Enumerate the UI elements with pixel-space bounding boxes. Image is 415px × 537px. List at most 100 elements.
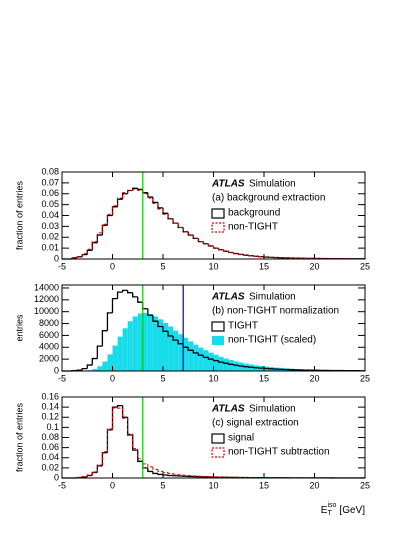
y-tick-label: 0.04 — [41, 452, 59, 462]
histogram-step — [106, 214, 113, 226]
histogram-step — [111, 297, 118, 313]
histogram-bar — [97, 366, 103, 371]
histogram-step — [81, 475, 88, 478]
x-label-sub: T — [327, 510, 332, 517]
histogram-step — [106, 428, 113, 452]
histogram-step — [101, 223, 108, 233]
legend-label: non-TIGHT — [228, 222, 278, 233]
histogram-step — [248, 366, 254, 368]
histogram-step — [86, 474, 93, 477]
x-tick-label: 25 — [360, 261, 370, 271]
histogram-bar — [173, 330, 179, 371]
legend-label: signal — [228, 433, 254, 444]
y-tick-label: 0.06 — [41, 442, 59, 452]
histogram-step — [96, 345, 103, 359]
histogram-bar — [203, 350, 209, 371]
histogram-step — [212, 359, 219, 362]
histogram-step — [182, 227, 189, 233]
y-tick-label: 0 — [54, 365, 59, 375]
y-tick-label: 0.05 — [41, 199, 59, 209]
histogram-step — [177, 223, 184, 228]
histogram-step — [157, 321, 163, 328]
histogram-step — [228, 251, 234, 253]
histogram-step — [111, 206, 118, 216]
legend-swatch — [211, 447, 225, 458]
histogram-step — [127, 189, 133, 193]
legend-swatch — [211, 222, 225, 233]
histogram-step — [86, 248, 93, 254]
histogram-step — [101, 451, 108, 465]
x-tick-label: 5 — [160, 261, 165, 271]
histogram-step — [192, 350, 199, 354]
x-tick-label: 15 — [259, 373, 269, 383]
y-tick-label: 0.06 — [41, 188, 59, 198]
y-axis-label: fraction of entries — [14, 402, 24, 472]
histogram-step — [91, 242, 98, 251]
histogram-step — [127, 417, 133, 436]
panel: -5 0 5 10 15 20 2500.020.040.060.080.10.120.14… — [14, 391, 370, 516]
histogram-bar — [152, 316, 158, 371]
histogram-step — [137, 448, 143, 460]
histogram-step — [127, 418, 133, 435]
histogram-bar — [112, 345, 118, 371]
histogram-step — [96, 464, 103, 472]
histogram-step — [157, 203, 163, 210]
histogram-step — [172, 218, 179, 224]
y-tick-label: 0.12 — [41, 412, 59, 422]
y-axis-label: entries — [14, 314, 24, 342]
histogram-step — [116, 404, 123, 408]
y-tick-label: 0.04 — [41, 210, 59, 220]
legend-label: background — [228, 208, 280, 219]
histogram-step — [106, 429, 113, 453]
histogram-bar — [208, 352, 214, 371]
histogram-step — [101, 330, 108, 347]
histogram-step — [172, 336, 179, 341]
histogram-bar — [233, 361, 239, 371]
histogram-bar — [178, 334, 184, 371]
histogram-step — [177, 340, 184, 345]
histogram-bar — [238, 362, 244, 371]
x-tick-label: 10 — [208, 480, 218, 490]
histogram-step — [233, 364, 239, 366]
histogram-bar — [188, 341, 194, 371]
panel-subtitle: (a) background extraction — [212, 193, 325, 204]
histogram-step — [222, 362, 229, 364]
histogram-bar — [147, 314, 153, 371]
histogram-step — [121, 193, 128, 200]
y-tick-label: 0.16 — [41, 391, 59, 401]
histogram-bar — [213, 354, 219, 371]
histogram-step — [81, 367, 88, 371]
histogram-step — [147, 308, 153, 316]
histogram-step — [233, 252, 239, 255]
histogram-step — [202, 241, 209, 245]
histogram-step — [157, 473, 163, 476]
histogram-bar — [127, 321, 133, 371]
x-tick-label: 20 — [309, 261, 319, 271]
y-tick-label: 8000 — [39, 318, 59, 328]
histogram-step — [142, 189, 148, 194]
histogram-step — [137, 189, 143, 191]
panel-subtitle: (c) signal extraction — [212, 418, 299, 429]
legend-label: non-TIGHT (scaled) — [228, 335, 316, 346]
atlas-label: ATLAS — [211, 179, 245, 190]
histogram-step — [137, 188, 143, 191]
atlas-label: ATLAS — [211, 292, 245, 303]
histogram-step — [152, 197, 158, 204]
histogram-step — [167, 474, 174, 477]
simulation-label: Simulation — [249, 292, 296, 303]
histogram-step — [122, 192, 128, 199]
y-tick-label: 0 — [54, 253, 59, 263]
y-tick-label: 0.02 — [41, 232, 59, 242]
histogram-bar — [223, 358, 229, 371]
histogram-bar — [132, 316, 138, 371]
legend-swatch — [212, 336, 224, 345]
histogram-step — [172, 473, 179, 475]
histogram-bar — [157, 319, 163, 371]
histogram-step — [81, 476, 88, 478]
histogram-step — [172, 218, 179, 224]
histogram-bar — [137, 313, 143, 371]
x-tick-label: 20 — [309, 480, 319, 490]
histogram-step — [223, 249, 229, 252]
x-tick-label: 0 — [110, 480, 115, 490]
y-tick-label: 0.07 — [41, 177, 59, 187]
